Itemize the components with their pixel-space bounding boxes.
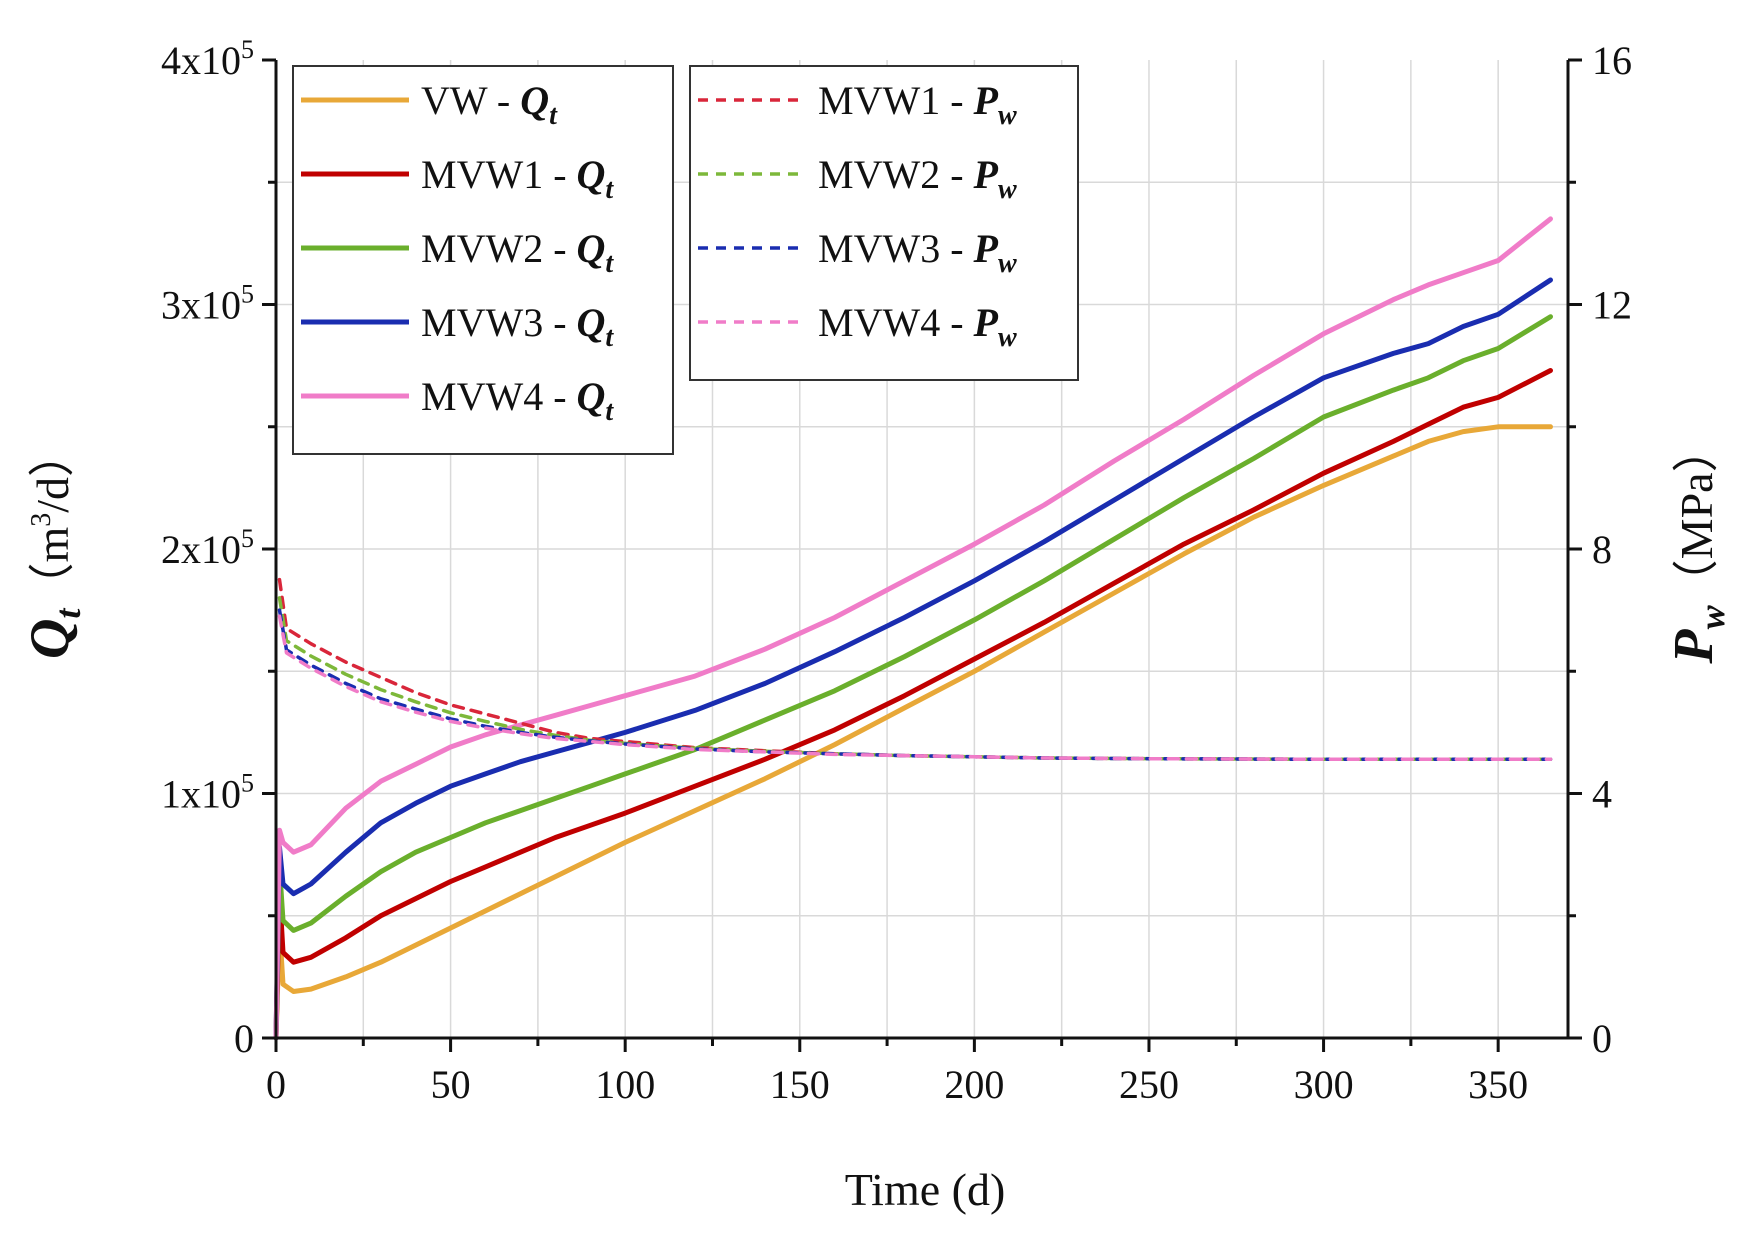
y-left-tick-label: 0 bbox=[234, 1016, 254, 1061]
legend-label: MVW1 - Qt bbox=[421, 152, 614, 205]
legend-label-var: Q bbox=[520, 78, 549, 123]
y-left-axis-title: Qt（m3/d） bbox=[19, 431, 88, 659]
legend-label-prefix: VW - bbox=[421, 78, 520, 123]
y-left-title-unit-sup: 3 bbox=[26, 513, 57, 527]
axes: 0 50 100 150 200 250 300 35001x1052x1053x1054x1… bbox=[161, 35, 1632, 1107]
legend-label-var: Q bbox=[577, 300, 606, 345]
legend-label: MVW4 - Qt bbox=[421, 374, 614, 427]
legend-label: MVW4 - Pw bbox=[818, 300, 1017, 353]
y-right-tick-label: 16 bbox=[1592, 38, 1632, 83]
legend-label-prefix: MVW4 - bbox=[421, 374, 577, 419]
x-tick-label: 250 bbox=[1119, 1062, 1179, 1107]
legend-label-prefix: MVW1 - bbox=[421, 152, 577, 197]
y-left-title-sub: t bbox=[48, 608, 88, 619]
legend-label-sub: w bbox=[998, 248, 1017, 279]
legend-box-pw bbox=[689, 65, 1079, 381]
legend-label-var: Q bbox=[577, 152, 606, 197]
legend-label-var: P bbox=[973, 152, 999, 197]
legend-label-sub: t bbox=[605, 322, 614, 353]
legend-label: VW - Qt bbox=[421, 78, 558, 131]
series-line-8 bbox=[277, 614, 1553, 762]
y-right-tick-label: 8 bbox=[1592, 527, 1612, 572]
y-left-title-unit-post: /d） bbox=[27, 431, 78, 513]
y-left-title-var: Q bbox=[19, 619, 81, 659]
series-line-0 bbox=[273, 424, 1553, 1041]
legend-label-var: P bbox=[973, 226, 999, 271]
y-left-tick-label: 1x105 bbox=[161, 769, 254, 817]
y-left-tick-mantissa: 2x10 bbox=[161, 527, 241, 572]
legend-label: MVW2 - Qt bbox=[421, 226, 614, 279]
y-left-title-unit-pre: （m bbox=[27, 527, 78, 609]
legend-box-qt bbox=[292, 65, 674, 455]
y-left-tick-exponent: 5 bbox=[241, 35, 254, 64]
x-tick-label: 100 bbox=[595, 1062, 655, 1107]
x-tick-label: 300 bbox=[1294, 1062, 1354, 1107]
y-left-tick-mantissa: 4x10 bbox=[161, 38, 241, 83]
y-right-tick-label: 4 bbox=[1592, 772, 1612, 817]
legend-label-prefix: MVW2 - bbox=[421, 226, 577, 271]
y-right-title-var: P bbox=[1663, 629, 1725, 665]
legend-label-sub: w bbox=[998, 322, 1017, 353]
y-left-tick-exponent: 5 bbox=[241, 280, 254, 309]
legend-label-var: Q bbox=[577, 374, 606, 419]
legend-label-prefix: MVW2 - bbox=[818, 152, 974, 197]
legend-label-var: Q bbox=[577, 226, 606, 271]
y-left-tick-label: 4x105 bbox=[161, 35, 254, 83]
y-left-tick-exponent: 5 bbox=[241, 524, 254, 553]
y-right-tick-label: 12 bbox=[1592, 283, 1632, 328]
legend-label-sub: t bbox=[605, 248, 614, 279]
legend-label: MVW3 - Qt bbox=[421, 300, 614, 353]
y-right-axis-title: Pw（MPa） bbox=[1663, 426, 1732, 664]
legend-label: MVW1 - Pw bbox=[818, 78, 1017, 131]
x-tick-label: 150 bbox=[770, 1062, 830, 1107]
legend-label-sub: t bbox=[549, 100, 558, 131]
legend-label-prefix: MVW3 - bbox=[421, 300, 577, 345]
y-right-tick-label: 0 bbox=[1592, 1016, 1612, 1061]
series-line-4 bbox=[273, 216, 1553, 1041]
y-right-title-sub: w bbox=[1692, 604, 1732, 629]
legend-label-sub: w bbox=[998, 174, 1017, 205]
y-right-title-unit: （MPa） bbox=[1671, 426, 1722, 605]
legend-label-var: P bbox=[973, 300, 999, 345]
legend-label-var: P bbox=[973, 78, 999, 123]
x-axis-title: Time (d) bbox=[845, 1164, 1006, 1215]
y-left-tick-mantissa: 3x10 bbox=[161, 283, 241, 328]
series-line-1 bbox=[273, 368, 1553, 1041]
legend-label-prefix: MVW1 - bbox=[818, 78, 974, 123]
series-line-3 bbox=[273, 277, 1553, 1041]
legend-label-prefix: MVW4 - bbox=[818, 300, 974, 345]
x-tick-label: 50 bbox=[431, 1062, 471, 1107]
legend-label: MVW2 - Pw bbox=[818, 152, 1017, 205]
legend-label: MVW3 - Pw bbox=[818, 226, 1017, 279]
y-left-tick-label: 2x105 bbox=[161, 524, 254, 572]
x-tick-label: 200 bbox=[944, 1062, 1004, 1107]
y-left-tick-label: 3x105 bbox=[161, 280, 254, 328]
legend-label-prefix: MVW3 - bbox=[818, 226, 974, 271]
legend-label-sub: t bbox=[605, 174, 614, 205]
legend-label-sub: t bbox=[605, 396, 614, 427]
legend-label-sub: w bbox=[998, 100, 1017, 131]
series-layer bbox=[273, 216, 1553, 1041]
y-left-tick-exponent: 5 bbox=[241, 769, 254, 798]
y-left-tick-mantissa: 1x10 bbox=[161, 772, 241, 817]
x-tick-label: 350 bbox=[1468, 1062, 1528, 1107]
y-left-tick-mantissa: 0 bbox=[234, 1016, 254, 1061]
x-tick-label: 0 bbox=[266, 1062, 286, 1107]
